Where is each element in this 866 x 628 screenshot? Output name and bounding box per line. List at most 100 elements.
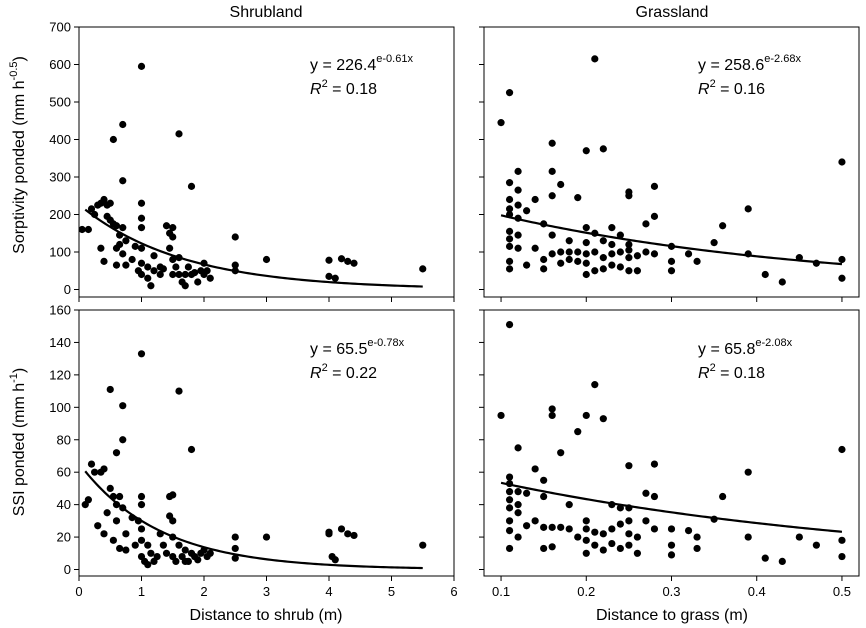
data-point [175,387,183,395]
y-tick-label: 600 [49,57,71,72]
data-point [262,533,271,541]
data-point [650,182,659,190]
data-point [112,501,121,509]
y-tick-label: 100 [49,400,71,415]
y-tick-label: 140 [49,335,71,350]
data-point [100,257,108,265]
data-point [710,239,718,247]
data-point [625,517,633,525]
fit-r-squared: R2 = 0.18 [310,78,377,98]
data-point [557,180,565,189]
data-point [231,554,239,562]
fit-r-squared: R2 = 0.22 [310,362,377,382]
fit-r-squared: R2 = 0.18 [698,362,765,382]
x-tick-label: 6 [450,584,457,599]
x-tick-label: 0.2 [577,584,595,599]
data-point [744,533,752,541]
data-point [650,212,659,220]
data-point [565,248,573,256]
data-point [156,530,164,538]
data-point [187,182,196,190]
data-point [625,504,633,512]
data-point [778,278,786,286]
data-point [684,526,693,535]
data-point [137,270,146,279]
data-point [122,237,130,245]
data-point [128,514,136,522]
data-point [169,233,177,241]
data-point [505,195,514,204]
data-point [505,179,514,187]
data-point [100,195,108,204]
data-point [710,515,718,523]
data-point [116,240,124,249]
data-point [169,255,177,264]
data-point [505,473,514,481]
data-point [812,541,820,549]
y-axis-title-ssi: SSI ponded (mm h-1) [8,368,28,517]
data-point [169,224,177,232]
data-point [582,525,590,533]
data-point [574,194,582,202]
data-point [505,321,514,329]
data-point [112,261,121,269]
data-point [582,147,590,155]
data-point [137,224,146,232]
data-point [184,557,192,566]
data-point [616,231,624,239]
x-tick-label: 3 [263,584,270,599]
data-point [548,231,556,239]
data-point [181,270,189,279]
data-point [625,530,633,538]
data-point [100,465,108,473]
data-point [106,385,114,394]
data-point [153,552,161,561]
data-point [78,225,86,234]
data-point [608,501,616,509]
data-point [147,282,155,290]
panel-shrub-sorptivity: 0 100 200 300 400 500 600 700 y = 226.4e-0.61x R2… [49,20,455,302]
data-point [91,468,99,476]
data-point [325,528,333,536]
data-point [582,411,590,420]
data-point [137,536,146,544]
data-point [616,520,624,528]
data-point [599,237,607,245]
y-tick-label: 100 [49,245,71,260]
data-point [582,536,590,544]
data-point [150,267,158,275]
data-point [531,517,539,525]
data-point [582,549,590,557]
data-point [795,254,803,262]
data-point [344,530,352,538]
data-point [667,267,676,275]
data-point [625,541,633,549]
data-point [667,525,676,533]
data-point [100,530,108,538]
data-point [667,551,676,559]
data-point [616,263,624,271]
data-point [684,250,693,258]
data-point [812,259,820,267]
data-point [616,504,624,512]
data-point [147,549,155,557]
data-point [531,244,539,252]
data-point [172,263,180,271]
y-axis-title-ssi-sup: -1 [8,373,20,383]
data-point [109,536,117,544]
data-point [540,476,548,484]
data-point [633,267,642,275]
data-point [523,489,531,497]
data-point [514,501,522,509]
x-axis-title-grass: Distance to grass (m) [596,607,748,624]
data-point [97,244,105,252]
data-point [505,242,514,250]
data-point [625,254,633,262]
data-point [633,533,642,541]
data-point [231,544,239,553]
data-point [175,541,183,549]
data-point [548,167,556,175]
data-point [137,525,146,533]
data-point [206,274,214,282]
